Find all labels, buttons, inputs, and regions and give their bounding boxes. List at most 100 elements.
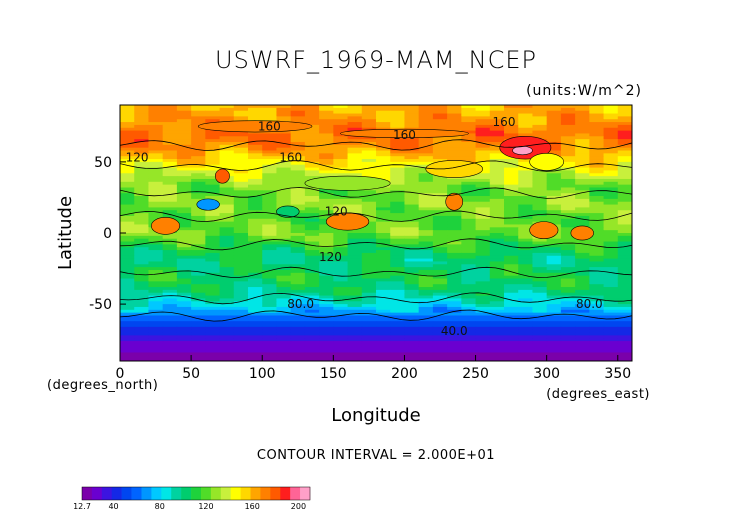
heatmap-cell [290, 324, 306, 328]
heatmap-cell [475, 272, 491, 277]
heatmap-cell [546, 341, 562, 345]
heatmap-cell [233, 250, 249, 254]
heatmap-cell [560, 144, 576, 149]
heatmap-cell [504, 235, 519, 240]
heatmap-cell [276, 144, 292, 149]
heatmap-cell [461, 298, 477, 302]
heatmap-cell [120, 352, 135, 356]
heatmap-cell [262, 338, 277, 342]
heatmap-cell [390, 107, 405, 112]
x-tick-label: 150 [320, 366, 347, 382]
heatmap-cell [560, 170, 576, 174]
heatmap-cell [603, 304, 619, 308]
heatmap-cell [148, 338, 164, 342]
heatmap-cell [347, 343, 363, 348]
heatmap-cell [347, 198, 363, 203]
heatmap-cell [361, 301, 377, 305]
heatmap-cell [432, 113, 448, 117]
heatmap-cell [376, 252, 391, 257]
heatmap-cell [276, 136, 292, 140]
heatmap-cell [290, 235, 306, 240]
heatmap-cell [319, 119, 334, 123]
heatmap-cell [233, 258, 249, 262]
heatmap-cell [276, 343, 292, 348]
heatmap-cell [575, 127, 590, 132]
heatmap-cell [617, 343, 632, 348]
heatmap-cell [376, 267, 391, 271]
heatmap-cell [176, 139, 192, 143]
heatmap-cell [290, 306, 306, 311]
heatmap-cell [205, 176, 221, 180]
heatmap-cell [518, 358, 533, 361]
heatmap-cell [603, 326, 619, 331]
heatmap-cell [219, 312, 235, 316]
heatmap-cell [475, 136, 491, 140]
heatmap-cell [333, 304, 349, 308]
heatmap-cell [376, 215, 391, 220]
heatmap-cell [276, 116, 292, 120]
heatmap-cell [361, 292, 377, 297]
heatmap-cell [361, 252, 377, 257]
heatmap-cell [475, 196, 491, 200]
heatmap-cell [461, 312, 477, 316]
heatmap-cell [120, 196, 135, 200]
heatmap-cell [361, 255, 377, 260]
heatmap-cell [333, 116, 349, 120]
heatmap-cell [219, 255, 235, 260]
units-label: (units:W/m^2) [526, 83, 642, 99]
heatmap-cell [134, 298, 149, 302]
heatmap-cell [589, 141, 605, 146]
heatmap-cell [560, 233, 576, 237]
heatmap-cell [134, 124, 149, 129]
heatmap-cell [333, 275, 349, 280]
heatmap-cell [376, 207, 391, 211]
heatmap-cell [532, 210, 548, 214]
heatmap-cell [560, 153, 576, 157]
heatmap-cell [617, 355, 632, 359]
heatmap-cell [489, 341, 505, 345]
heatmap-cell [489, 326, 505, 331]
heatmap-cell [617, 130, 632, 134]
heatmap-cell [361, 227, 377, 231]
heatmap-cell [575, 190, 590, 194]
heatmap-cell [333, 201, 349, 206]
heatmap-cell [248, 187, 263, 191]
heatmap-cell [518, 230, 533, 234]
heatmap-cell [233, 150, 249, 154]
heatmap-cell [248, 309, 263, 314]
heatmap-cell [447, 281, 462, 285]
heatmap-cell [617, 338, 632, 342]
heatmap-cell [333, 309, 349, 314]
heatmap-cell [532, 267, 548, 271]
heatmap-cell [162, 167, 178, 171]
heatmap-cell [191, 116, 206, 120]
heatmap-cell [518, 133, 533, 137]
heatmap-cell [319, 159, 334, 163]
heatmap-cell [447, 264, 462, 268]
heatmap-cell [205, 110, 221, 115]
heatmap-cell [376, 170, 391, 174]
heatmap-cell [290, 275, 306, 280]
heatmap-cell [447, 318, 462, 322]
heatmap-cell [589, 187, 605, 191]
heatmap-cell [162, 161, 178, 166]
heatmap-cell [276, 196, 292, 200]
heatmap-cell [262, 153, 277, 157]
heatmap-cell [134, 136, 149, 140]
heatmap-cell [461, 332, 477, 336]
heatmap-cell [248, 107, 263, 112]
heatmap-cell [575, 324, 590, 328]
heatmap-cell [176, 247, 192, 251]
heatmap-cell [319, 338, 334, 342]
heatmap-cell [376, 221, 391, 225]
heatmap-cell [461, 196, 477, 200]
heatmap-cell [518, 238, 533, 243]
heatmap-feature [197, 120, 313, 133]
heatmap-cell [205, 349, 221, 353]
heatmap-cell [304, 250, 320, 254]
heatmap-cell [603, 355, 619, 359]
heatmap-cell [248, 321, 263, 325]
heatmap-cell [504, 329, 519, 334]
heatmap-cell [262, 355, 277, 359]
heatmap-feature [529, 153, 565, 171]
